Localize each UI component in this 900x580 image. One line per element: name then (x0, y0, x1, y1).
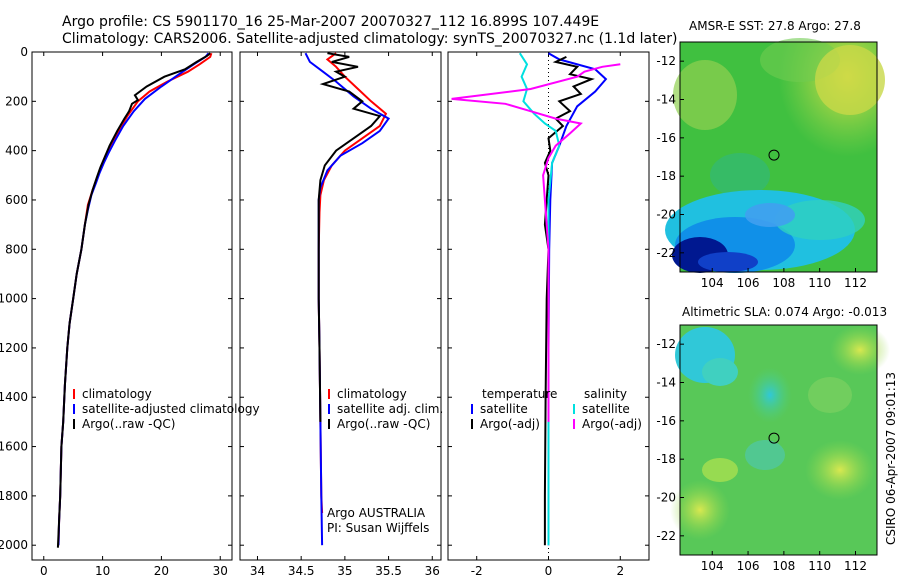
x-tick-label: 0 (40, 564, 48, 578)
legend-entry: satellite (480, 402, 528, 416)
map-y-tick-label: -22 (656, 246, 676, 260)
y-tick-label: 1400 (0, 390, 28, 404)
title-line-1: Argo profile: CS 5901170_16 25-Mar-2007 … (62, 14, 600, 30)
y-tick-label: 600 (5, 193, 28, 207)
map-x-tick-label: 112 (844, 276, 867, 290)
map-y-tick-label: -22 (656, 529, 676, 543)
map-y-tick-label: -16 (656, 131, 676, 145)
x-tick-label: 2 (616, 564, 624, 578)
map-x-tick-label: 112 (844, 559, 867, 573)
argo-position-marker (768, 149, 780, 161)
legend-entry: satellite adj. clim. (337, 402, 443, 416)
y-tick-label: 1200 (0, 341, 28, 355)
series-line-satellite-adjusted-climatology (57, 52, 210, 546)
y-tick-label: 1800 (0, 489, 28, 503)
x-tick-label: 35.5 (375, 564, 402, 578)
title-line-2: Climatology: CARS2006. Satellite-adjuste… (62, 31, 678, 47)
map-x-tick-label: 110 (808, 276, 831, 290)
profile-panel-3: -202difference from climatologytemperatu… (447, 51, 650, 580)
series-line-temperature-argo-adj- (543, 55, 595, 546)
sst-map-title: AMSR-E SST: 27.8 Argo: 27.8 (689, 19, 861, 33)
y-tick-label: 200 (5, 94, 28, 108)
map-x-tick-label: 110 (808, 559, 831, 573)
x-tick-label: 20 (154, 564, 169, 578)
x-tick-label: 34 (250, 564, 265, 578)
x-tick-label: 0 (545, 564, 553, 578)
map-y-tick-label: -14 (656, 93, 676, 107)
legend: temperaturesatelliteArgo(-adj)salinitysa… (471, 387, 642, 431)
panel-frame (239, 51, 442, 561)
legend-entry: Argo(-adj) (480, 417, 540, 431)
x-tick-label: 36 (425, 564, 440, 578)
x-tick-label: -2 (471, 564, 483, 578)
legend-entry: Argo(..raw -QC) (337, 417, 430, 431)
legend-entry: climatology (337, 387, 407, 401)
legend-entry: satellite (582, 402, 630, 416)
y-tick-label: 0 (20, 45, 28, 59)
y-tick-label: 2000 (0, 538, 28, 552)
y-tick-label: 1000 (0, 292, 28, 306)
map-y-tick-label: -14 (656, 376, 676, 390)
legend-entry: satellite-adjusted climatology (82, 402, 260, 416)
map-y-tick-label: -18 (656, 452, 676, 466)
series-line-argo-raw-qc- (317, 52, 382, 422)
map-x-tick-label: 104 (701, 559, 724, 573)
credit-annotation: Argo AUSTRALIA (327, 506, 426, 520)
series-line-salinity-satellite (518, 52, 561, 546)
map-x-tick-label: 106 (737, 559, 760, 573)
sla-map-title: Altimetric SLA: 0.074 Argo: -0.013 (682, 305, 888, 319)
y-tick-label: 1600 (0, 440, 28, 454)
map-x-tick-label: 106 (737, 276, 760, 290)
x-tick-label: 30 (213, 564, 228, 578)
series-line-climatology (317, 52, 388, 514)
map-y-tick-label: -20 (656, 208, 676, 222)
map-y-tick-label: -12 (656, 337, 676, 351)
x-tick-label: 34.5 (288, 564, 315, 578)
map-y-tick-label: -18 (656, 169, 676, 183)
x-tick-label: 10 (95, 564, 110, 578)
legend-entry: Argo(-adj) (582, 417, 642, 431)
sst-map: 104 106 108 110 112 -12 -14 -16 -18 -20 -22 (656, 38, 885, 290)
legend-entry: salinity (584, 387, 627, 401)
argo-position-marker (768, 432, 780, 444)
map-y-tick-label: -12 (656, 54, 676, 68)
map-x-tick-label: 108 (772, 276, 795, 290)
profile-panel-1: 0 10 20 30 0 200 400 600 800 1000 1200 1400 1600 1800… (0, 45, 260, 580)
credit-annotation: PI: Susan Wijffels (327, 521, 429, 535)
map-y-tick-label: -16 (656, 414, 676, 428)
y-tick-label: 800 (5, 242, 28, 256)
sla-map: 104 106 108 110 112 -12 -14 -16 -18 -20 -22 (656, 324, 890, 573)
map-x-tick-label: 108 (772, 559, 795, 573)
legend-entry: temperature (482, 387, 557, 401)
legend-entry: Argo(..raw -QC) (82, 417, 175, 431)
series-line-climatology (57, 52, 213, 546)
map-y-tick-label: -20 (656, 491, 676, 505)
y-tick-label: 400 (5, 144, 28, 158)
legend-entry: climatology (82, 387, 152, 401)
panel-frame (31, 51, 233, 561)
map-x-tick-label: 104 (701, 276, 724, 290)
series-line-argo-raw-qc- (56, 52, 211, 548)
x-tick-label: 35 (337, 564, 352, 578)
profile-panel-2: 3434.53535.536salinityclimatologysatelli… (239, 51, 443, 580)
series-line-salinity-argo-adj- (451, 63, 621, 422)
